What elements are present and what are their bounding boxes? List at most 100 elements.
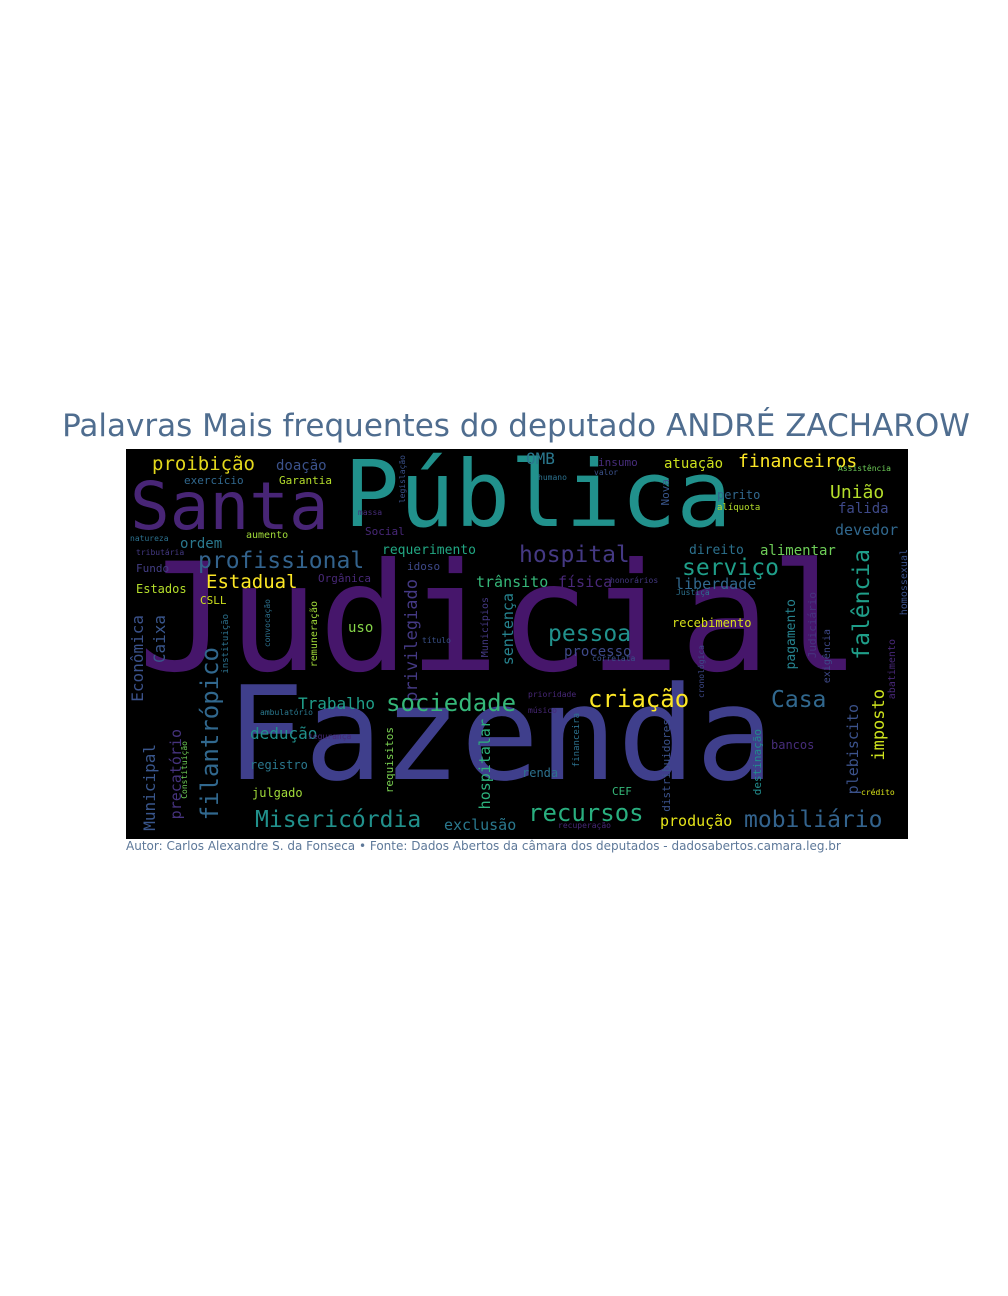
word-mobiliario: mobiliário xyxy=(744,807,883,833)
word-criacao: criação xyxy=(588,685,690,713)
caption-source: Autor: Carlos Alexandre S. da Fonseca • … xyxy=(126,839,841,853)
word-processo: processo xyxy=(564,644,632,660)
word-proibicao: proibição xyxy=(152,453,255,475)
word-fisica: física xyxy=(558,573,613,591)
word-hospitalar: hospitalar xyxy=(476,719,494,810)
word-organica: Orgânica xyxy=(318,572,371,585)
word-massa: massa xyxy=(358,508,383,517)
word-santa: Santa xyxy=(130,468,329,545)
word-aliquota: alíquota xyxy=(717,503,761,513)
word-idoso: idoso xyxy=(407,560,441,573)
word-exigencia: exigência xyxy=(822,629,833,684)
word-honorarios: honorários xyxy=(610,576,659,585)
word-prioridade: prioridade xyxy=(528,690,577,699)
word-perito: perito xyxy=(717,488,761,502)
word-requerimento: requerimento xyxy=(382,543,476,558)
word-social: Social xyxy=(365,525,405,538)
word-valor: valor xyxy=(594,468,619,477)
word-renda: renda xyxy=(522,766,559,780)
word-ambulatorio: ambulatório xyxy=(260,708,313,717)
word-instituicao: instituição xyxy=(221,614,231,674)
word-privilegiado: privilegiado xyxy=(402,579,422,702)
word-abatimento: abatimento xyxy=(887,639,898,700)
word-atuacao: atuação xyxy=(664,456,724,472)
word-profissional: profissional xyxy=(198,548,365,574)
word-tributaria: tributária xyxy=(136,548,185,557)
word-cronologica: cronológica xyxy=(697,645,706,698)
word-misericordia: Misericórdia xyxy=(255,807,422,833)
word-financeiros: financeiros xyxy=(738,451,858,472)
word-pagamento: pagamento xyxy=(784,599,799,670)
word-garantia: Garantia xyxy=(279,474,332,487)
chart-title: Palavras Mais frequentes do deputado AND… xyxy=(62,408,970,444)
word-fazenda: Fazenda xyxy=(226,658,774,810)
word-direito: direito xyxy=(689,543,744,558)
word-requisitos: requisitos xyxy=(383,727,396,794)
word-sentenca: sentença xyxy=(499,593,517,666)
word-economica: Econômica xyxy=(128,615,147,702)
word-cef: CEF xyxy=(612,785,632,798)
word-servico: serviço xyxy=(682,555,779,581)
word-destinacao: destinação xyxy=(751,729,764,796)
word-distribuidores: distribuidores xyxy=(660,719,673,812)
word-liberdade: liberdade xyxy=(675,575,757,593)
word-uso: uso xyxy=(348,620,374,636)
word-sociedade: sociedade xyxy=(386,689,517,717)
word-municipal: Municipal xyxy=(140,744,159,831)
word-estadual: Estadual xyxy=(206,571,298,593)
word-julgado: julgado xyxy=(252,786,303,800)
word-titulo: título xyxy=(422,636,451,645)
word-aumento: aumento xyxy=(246,530,289,541)
word-recursos: recursos xyxy=(528,799,644,827)
word-ordem: ordem xyxy=(180,536,223,552)
word-judicial: Judicial xyxy=(138,532,861,706)
word-constituicao: Constituição xyxy=(180,741,189,799)
word-bancos: bancos xyxy=(771,738,815,752)
word-humano: humano xyxy=(538,473,567,482)
word-alimentar: alimentar xyxy=(760,543,836,559)
word-judiciario: Judiciário xyxy=(806,592,819,659)
word-correlata: correlata xyxy=(592,654,636,663)
word-insumo: insumo xyxy=(598,456,638,469)
word-convocacao: convocação xyxy=(263,599,272,648)
word-remuneracao: remuneração xyxy=(309,601,320,668)
word-recebimento: recebimento xyxy=(672,616,752,630)
word-csll: CSLL xyxy=(200,594,227,607)
word-estados: Estados xyxy=(136,582,187,596)
word-casa: Casa xyxy=(771,687,827,713)
word-exercicio: exercício xyxy=(184,474,244,487)
word-assistencia: Assistência xyxy=(838,464,891,473)
word-natureza: natureza xyxy=(130,534,169,543)
word-exclusao: exclusão xyxy=(444,816,517,834)
word-hospital: hospital xyxy=(519,542,630,568)
word-doacao: doação xyxy=(276,458,327,474)
word-trabalho: Trabalho xyxy=(298,694,376,713)
word-uniao: União xyxy=(830,482,885,503)
word-cloud: Judicial Pública Fazenda Santa profissio… xyxy=(126,449,908,839)
word-caixa: Caixa xyxy=(150,615,169,664)
word-financeira: financeira xyxy=(572,713,582,768)
word-nova: Nova xyxy=(659,479,672,506)
word-fundo: Fundo xyxy=(136,562,170,575)
word-recuperacao: recuperação xyxy=(558,821,611,830)
word-justica: Justiça xyxy=(676,588,710,597)
word-municipios: Municípios xyxy=(480,597,491,658)
word-omb: OMB xyxy=(526,449,555,468)
word-falida: falida xyxy=(838,501,889,517)
word-plebiscito: plebiscito xyxy=(844,704,862,795)
word-pessoa: pessoa xyxy=(548,621,632,647)
word-falencia: falência xyxy=(849,549,875,660)
word-imposto: imposto xyxy=(869,689,889,761)
word-filantropico: filantrópico xyxy=(196,647,224,821)
word-credito: crédito xyxy=(861,788,895,797)
word-publica: Pública xyxy=(344,449,732,548)
word-homossexual: homossexual xyxy=(899,549,908,616)
word-deducao: dedução xyxy=(250,724,318,743)
word-registro: registro xyxy=(250,758,308,772)
word-devedor: devedor xyxy=(835,521,899,539)
word-legislacao: legislação xyxy=(398,455,407,504)
word-seguranca: segurança xyxy=(308,732,352,741)
word-transito: trânsito xyxy=(476,573,549,591)
word-producao: produção xyxy=(660,812,733,830)
word-musico: músico xyxy=(528,706,557,715)
